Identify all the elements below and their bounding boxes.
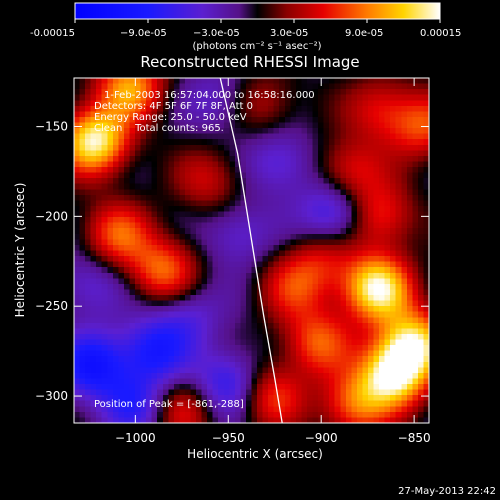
y-tick-label: −250: [35, 299, 68, 313]
heatmap-raster: [74, 78, 429, 423]
plot-frame: [73, 77, 430, 424]
x-tick-label: −850: [398, 431, 431, 445]
colorbar-tick-label: -0.00015: [30, 28, 75, 39]
y-tick-label: −200: [35, 209, 68, 223]
annotation-detectors: Detectors: 4F 5F 6F 7F 8F, Att 0: [94, 101, 253, 112]
x-axis-label: Heliocentric X (arcsec): [187, 447, 323, 461]
heatmap-image: [74, 78, 429, 423]
colorbar-ticks: [74, 19, 441, 23]
annotation-clean-counts: Clean Total counts: 965.: [94, 123, 224, 134]
solar-limb-curve: [219, 78, 283, 423]
colorbar-unit-label: (photons cm⁻² s⁻¹ asec⁻²): [192, 41, 321, 52]
colorbar-tick-label: −9.0e-05: [120, 28, 167, 39]
x-tick-label: −1000: [115, 431, 156, 445]
chart-title: Reconstructed RHESSI Image: [140, 53, 359, 71]
annotation-peak-position: Position of Peak = [-861,-288]: [94, 399, 244, 410]
colorbar-tick-label: 3.0e-05: [270, 28, 308, 39]
y-axis-ticks: −150 −200 −250 −300: [35, 120, 429, 403]
x-axis-ticks: −1000 −950 −900 −850: [115, 78, 431, 445]
colorbar-tick-label: −3.0e-05: [193, 28, 240, 39]
footer-date: 27-May-2013 22:42: [398, 486, 496, 497]
y-axis-label: Heliocentric Y (arcsec): [13, 183, 27, 318]
colorbar-tick-label: 0.00015: [420, 28, 461, 39]
x-tick-label: −950: [212, 431, 245, 445]
y-tick-label: −150: [35, 120, 68, 134]
annotation-time-range: 1-Feb-2003 16:57:04.000 to 16:58:16.000: [104, 90, 315, 101]
x-tick-label: −900: [305, 431, 338, 445]
colorbar-tick-label: 9.0e-05: [345, 28, 383, 39]
colorbar: [74, 2, 441, 20]
annotation-energy-range: Energy Range: 25.0 - 50.0 keV: [94, 112, 247, 123]
y-tick-label: −300: [35, 389, 68, 403]
